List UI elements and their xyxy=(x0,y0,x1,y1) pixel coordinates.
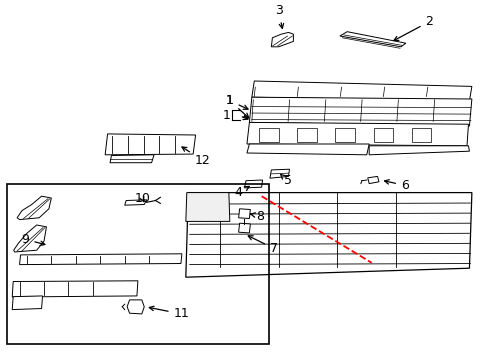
Polygon shape xyxy=(269,169,289,178)
Polygon shape xyxy=(12,296,42,310)
Text: 12: 12 xyxy=(182,147,210,167)
Text: 11: 11 xyxy=(149,306,189,320)
Polygon shape xyxy=(185,193,471,277)
Text: 4: 4 xyxy=(234,186,249,199)
Polygon shape xyxy=(339,32,405,47)
Bar xyxy=(7,184,268,344)
Polygon shape xyxy=(249,97,471,126)
Polygon shape xyxy=(110,155,154,163)
Polygon shape xyxy=(246,122,468,146)
Text: 5: 5 xyxy=(280,174,291,187)
Polygon shape xyxy=(368,146,468,155)
Text: 2: 2 xyxy=(393,15,432,41)
Polygon shape xyxy=(251,81,471,101)
Bar xyxy=(335,128,354,142)
Polygon shape xyxy=(271,32,293,47)
Text: 1: 1 xyxy=(225,94,247,109)
Text: 1: 1 xyxy=(223,109,230,122)
Text: 9: 9 xyxy=(21,233,45,246)
Polygon shape xyxy=(238,223,250,233)
Polygon shape xyxy=(17,196,51,220)
Text: 10: 10 xyxy=(134,192,150,205)
Polygon shape xyxy=(105,134,195,155)
Polygon shape xyxy=(14,225,46,252)
Polygon shape xyxy=(244,180,262,188)
Bar xyxy=(411,128,430,142)
Polygon shape xyxy=(20,254,182,265)
Polygon shape xyxy=(185,193,229,221)
Polygon shape xyxy=(367,176,378,184)
Text: 7: 7 xyxy=(248,236,277,255)
Text: 6: 6 xyxy=(384,179,408,192)
Polygon shape xyxy=(246,144,368,155)
Text: 3: 3 xyxy=(274,4,283,28)
Polygon shape xyxy=(238,209,250,219)
Bar xyxy=(373,128,392,142)
Polygon shape xyxy=(124,200,146,205)
Polygon shape xyxy=(12,281,138,297)
Bar xyxy=(297,128,316,142)
Polygon shape xyxy=(127,300,144,314)
Text: 8: 8 xyxy=(250,210,264,222)
Bar xyxy=(259,128,278,142)
Text: 1: 1 xyxy=(225,94,248,118)
